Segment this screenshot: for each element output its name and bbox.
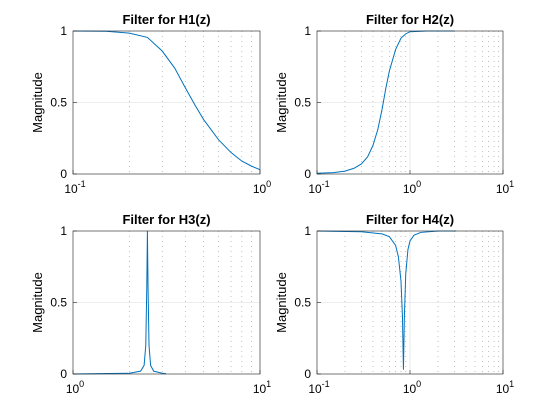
x-tick-exponent: -1 <box>322 179 330 189</box>
subplot-title: Filter for H2(z) <box>366 12 454 27</box>
x-tick-label: 101 <box>496 179 514 196</box>
x-tick-label: 101 <box>253 379 271 396</box>
x-tick-base: 10 <box>496 182 510 196</box>
subplot-title: Filter for H1(z) <box>122 12 210 27</box>
y-tick-label: 1 <box>304 24 311 38</box>
x-tick-exponent: 0 <box>79 379 84 389</box>
x-tick-exponent: 1 <box>509 179 514 189</box>
x-tick-base: 10 <box>64 182 78 196</box>
x-tick-label: 100 <box>403 179 421 196</box>
x-tick-exponent: 1 <box>509 379 514 389</box>
x-tick-base: 10 <box>308 382 322 396</box>
magnitude-line <box>316 30 455 174</box>
x-tick-label: 10-1 <box>308 179 329 196</box>
x-tick-exponent: 0 <box>416 179 421 189</box>
x-tick-label: 100 <box>253 179 271 196</box>
y-tick-label: 1 <box>304 224 311 238</box>
y-tick-label: 1 <box>60 24 67 38</box>
y-tick-label: 0 <box>304 167 311 181</box>
magnitude-line <box>72 30 261 171</box>
y-axis-label: Magnitude <box>30 272 45 333</box>
x-tick-base: 10 <box>253 182 267 196</box>
y-tick-label: 0 <box>60 367 67 381</box>
y-tick-label: 0.5 <box>50 296 67 310</box>
y-tick-label: 0.5 <box>294 296 311 310</box>
subplot-title: Filter for H3(z) <box>122 212 210 227</box>
y-tick-label: 0 <box>60 167 67 181</box>
x-tick-base: 10 <box>66 382 80 396</box>
x-tick-label: 100 <box>403 379 421 396</box>
x-tick-label: 10-1 <box>64 179 85 196</box>
x-tick-label: 10-1 <box>308 379 329 396</box>
x-tick-exponent: -1 <box>322 379 330 389</box>
x-tick-base: 10 <box>403 382 417 396</box>
y-tick-label: 0 <box>304 367 311 381</box>
x-tick-label: 100 <box>66 379 84 396</box>
magnitude-line <box>316 230 457 370</box>
y-axis-label: Magnitude <box>274 72 289 133</box>
x-tick-exponent: 0 <box>266 179 271 189</box>
x-tick-base: 10 <box>403 182 417 196</box>
y-tick-label: 0.5 <box>294 96 311 110</box>
x-tick-base: 10 <box>496 382 510 396</box>
x-tick-exponent: 1 <box>266 379 271 389</box>
y-axis-label: Magnitude <box>274 272 289 333</box>
y-tick-label: 0.5 <box>50 96 67 110</box>
y-tick-label: 1 <box>60 224 67 238</box>
subplot-title: Filter for H4(z) <box>366 212 454 227</box>
x-tick-base: 10 <box>253 382 267 396</box>
y-axis-label: Magnitude <box>30 72 45 133</box>
x-tick-exponent: 0 <box>416 379 421 389</box>
x-tick-label: 101 <box>496 379 514 396</box>
x-tick-base: 10 <box>308 182 322 196</box>
x-tick-exponent: -1 <box>78 179 86 189</box>
